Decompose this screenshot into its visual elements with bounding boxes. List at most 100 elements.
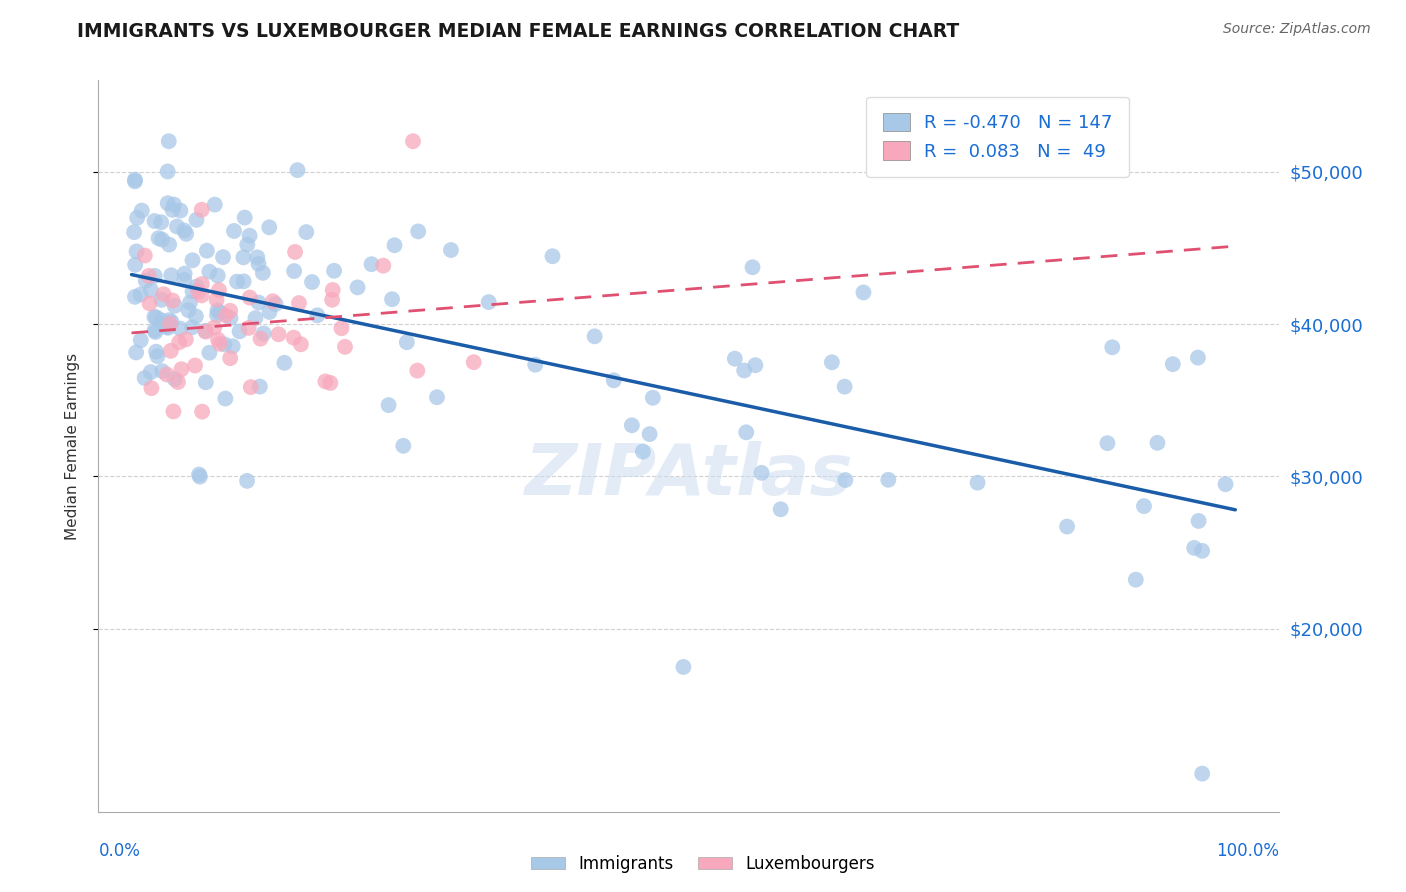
Point <box>641 391 664 405</box>
Point <box>163 372 186 386</box>
Point <box>463 355 485 369</box>
Point <box>321 293 343 307</box>
Point <box>170 362 193 376</box>
Point <box>152 318 174 332</box>
Point <box>264 297 287 311</box>
Point <box>834 379 856 393</box>
Point <box>129 333 152 347</box>
Point <box>195 244 218 258</box>
Point <box>204 197 226 211</box>
Point <box>181 285 204 299</box>
Point <box>162 404 184 418</box>
Point <box>194 325 217 339</box>
Point <box>124 172 146 186</box>
Point <box>1191 544 1213 558</box>
Point <box>181 320 204 334</box>
Point <box>238 321 260 335</box>
Point <box>214 337 236 351</box>
Point <box>169 321 191 335</box>
Point <box>141 381 163 395</box>
Point <box>1187 351 1209 365</box>
Point <box>1161 357 1184 371</box>
Point <box>167 375 190 389</box>
Point <box>124 290 146 304</box>
Point <box>426 390 449 404</box>
Point <box>283 331 305 345</box>
Point <box>440 243 463 257</box>
Point <box>330 321 353 335</box>
Point <box>167 335 190 350</box>
Point <box>135 274 157 288</box>
Point <box>239 291 262 305</box>
Point <box>122 225 145 239</box>
Point <box>150 215 173 229</box>
Point <box>406 224 429 238</box>
Point <box>127 211 149 225</box>
Point <box>724 351 747 366</box>
Point <box>603 373 626 387</box>
Point <box>239 380 262 394</box>
Text: Source: ZipAtlas.com: Source: ZipAtlas.com <box>1223 22 1371 37</box>
Point <box>139 283 162 297</box>
Point <box>156 164 179 178</box>
Point <box>143 268 166 283</box>
Point <box>301 275 323 289</box>
Point <box>207 303 229 318</box>
Point <box>236 474 259 488</box>
Legend: Immigrants, Luxembourgers: Immigrants, Luxembourgers <box>524 848 882 880</box>
Point <box>159 317 181 331</box>
Point <box>307 308 329 322</box>
Point <box>236 237 259 252</box>
Point <box>124 174 146 188</box>
Point <box>186 279 208 293</box>
Point <box>184 359 207 373</box>
Point <box>252 266 274 280</box>
Point <box>262 294 284 309</box>
Point <box>174 227 197 241</box>
Point <box>233 211 256 225</box>
Point <box>288 296 311 310</box>
Point <box>179 295 201 310</box>
Point <box>125 244 148 259</box>
Point <box>163 299 186 313</box>
Point <box>373 259 395 273</box>
Point <box>631 444 654 458</box>
Point <box>212 250 235 264</box>
Point <box>156 319 179 334</box>
Point <box>198 345 221 359</box>
Point <box>751 466 773 480</box>
Point <box>1187 514 1209 528</box>
Point <box>232 274 254 288</box>
Point <box>583 329 606 343</box>
Point <box>395 335 418 350</box>
Point <box>162 202 184 217</box>
Point <box>290 337 312 351</box>
Point <box>162 293 184 308</box>
Point <box>150 233 173 247</box>
Point <box>267 327 290 342</box>
Point <box>1101 340 1123 354</box>
Point <box>735 425 758 440</box>
Point <box>219 351 242 366</box>
Point <box>249 379 271 393</box>
Point <box>156 196 179 211</box>
Point <box>672 660 695 674</box>
Point <box>131 203 153 218</box>
Point <box>143 323 166 337</box>
Point <box>208 283 231 297</box>
Point <box>166 219 188 234</box>
Point <box>478 295 501 310</box>
Point <box>190 202 212 217</box>
Text: 100.0%: 100.0% <box>1216 842 1279 860</box>
Point <box>295 225 318 239</box>
Point <box>638 427 661 442</box>
Point <box>205 308 228 322</box>
Point <box>314 375 336 389</box>
Point <box>402 134 425 148</box>
Point <box>769 502 792 516</box>
Point <box>246 251 269 265</box>
Point <box>620 418 643 433</box>
Point <box>259 305 281 319</box>
Point <box>134 248 156 262</box>
Point <box>150 364 173 378</box>
